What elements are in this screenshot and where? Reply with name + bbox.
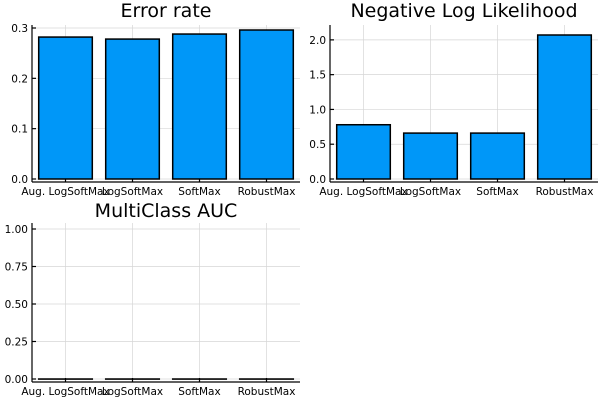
bar-robustmax bbox=[536, 34, 593, 180]
chart-panel-3: MultiClass AUC 0.00 0.25 0.50 0.75 1.00 Aug. L… bbox=[5, 200, 300, 398]
y-tick-label: 0.5 bbox=[309, 139, 326, 151]
bar-aug-logsoftmax bbox=[335, 123, 392, 180]
y-tick-label: 0.0 bbox=[11, 174, 28, 186]
x-tick-label: Aug. LogSoftMax bbox=[21, 186, 109, 198]
x-tick-label: Aug. LogSoftMax bbox=[21, 386, 109, 398]
y-tick-label: 1.00 bbox=[5, 224, 28, 236]
y-tick-label: 1.5 bbox=[309, 70, 326, 82]
x-tick-label: SoftMax bbox=[476, 186, 518, 198]
y-tick-label: 2.0 bbox=[309, 35, 326, 47]
x-tick-label: LogSoftMax bbox=[102, 186, 163, 198]
x-tick-label: RobustMax bbox=[238, 186, 296, 198]
chart-title: Negative Log Likelihood bbox=[350, 0, 577, 22]
x-tick-label: RobustMax bbox=[238, 386, 296, 398]
x-tick-label: LogSoftMax bbox=[102, 386, 163, 398]
y-tick-label: 0.2 bbox=[11, 73, 28, 85]
y-tick-label: 0.00 bbox=[5, 374, 28, 386]
x-tick-label: RobustMax bbox=[536, 186, 594, 198]
chart-title: MultiClass AUC bbox=[95, 200, 238, 222]
x-tick-label: LogSoftMax bbox=[400, 186, 461, 198]
y-tick-label: 0.0 bbox=[309, 174, 326, 186]
bar-robustmax bbox=[238, 29, 295, 180]
y-tick-label: 1.0 bbox=[309, 104, 326, 116]
bar-logsoftmax bbox=[402, 132, 459, 180]
chart-panel-2: Negative Log Likelihood 0.0 0.5 1.0 1.5 2.0 Au… bbox=[309, 0, 598, 198]
x-tick-label: Aug. LogSoftMax bbox=[319, 186, 407, 198]
y-tick-label: 0.25 bbox=[5, 337, 28, 349]
bar-softmax bbox=[469, 132, 526, 180]
y-tick-label: 0.3 bbox=[11, 23, 28, 35]
chart-panel-1: Error rate 0.0 0.1 0.2 0.3 Aug. LogSoftMaxLog… bbox=[11, 0, 300, 198]
x-tick-label: SoftMax bbox=[178, 386, 220, 398]
y-tick-label: 0.1 bbox=[11, 124, 28, 136]
y-tick-label: 0.75 bbox=[5, 262, 28, 274]
x-tick-label: SoftMax bbox=[178, 186, 220, 198]
chart-title: Error rate bbox=[121, 0, 212, 22]
bar-softmax bbox=[171, 33, 228, 180]
bar-logsoftmax bbox=[104, 38, 161, 180]
bar-aug-logsoftmax bbox=[37, 36, 94, 180]
y-tick-label: 0.50 bbox=[5, 299, 28, 311]
